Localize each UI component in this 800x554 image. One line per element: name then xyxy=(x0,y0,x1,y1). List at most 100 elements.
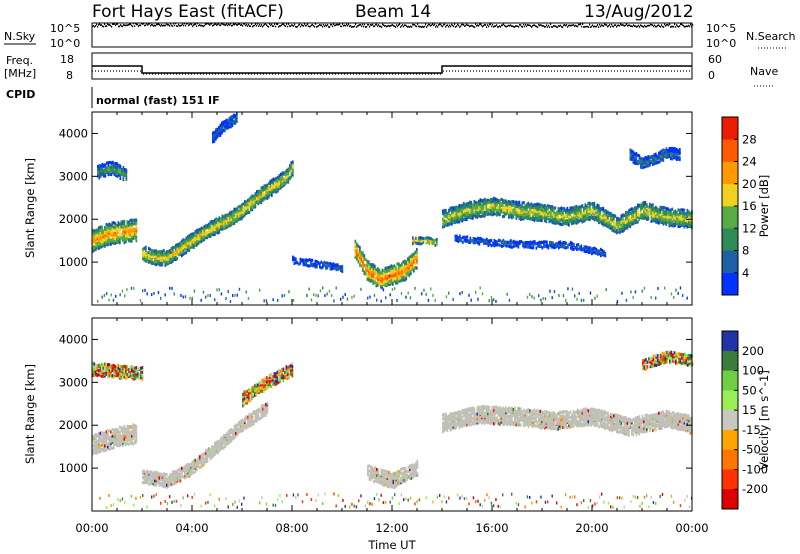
scatter-cell xyxy=(145,480,147,485)
scatter-cell xyxy=(157,471,159,475)
scatter-cell xyxy=(133,286,135,290)
nsky-sample xyxy=(672,25,674,28)
scatter-cell xyxy=(455,205,458,209)
scatter-cell xyxy=(575,211,578,215)
scatter-cell xyxy=(495,243,497,247)
scatter-cell xyxy=(157,478,159,482)
scatter-cell xyxy=(577,247,580,251)
scatter-cell xyxy=(132,222,135,226)
scatter-cell xyxy=(518,200,521,204)
scatter-cell xyxy=(112,163,114,167)
scatter-cell xyxy=(484,214,486,218)
scatter-cell xyxy=(187,235,189,239)
scatter-cell xyxy=(182,466,185,470)
scatter-cell xyxy=(572,206,575,210)
scatter-cell xyxy=(595,205,597,209)
scatter-cell xyxy=(470,298,472,302)
scatter-cell xyxy=(256,190,258,194)
scatter-cell xyxy=(128,433,130,437)
scatter-cell xyxy=(408,258,411,263)
scatter-cell xyxy=(193,463,195,467)
scatter-cell xyxy=(677,153,680,157)
nsky-sample xyxy=(264,23,266,26)
nsky-sample xyxy=(543,25,545,27)
scatter-cell xyxy=(202,458,204,462)
scatter-cell xyxy=(559,244,562,249)
scatter-cell xyxy=(161,484,164,488)
nsky-sample xyxy=(95,24,97,27)
scatter-cell xyxy=(374,268,376,272)
scatter-cell xyxy=(242,202,245,206)
nsky-sample xyxy=(683,24,685,27)
scatter-cell xyxy=(221,439,224,443)
scatter-cell xyxy=(160,472,162,476)
nsky-sample xyxy=(151,23,153,26)
scatter-cell xyxy=(576,297,578,301)
scatter-cell xyxy=(169,475,171,479)
scatter-cell xyxy=(208,453,210,457)
scatter-cell xyxy=(116,430,118,434)
scatter-cell xyxy=(505,199,507,203)
scatter-cell xyxy=(181,466,183,470)
scatter-cell xyxy=(107,429,109,433)
scatter-cell xyxy=(380,271,382,275)
scatter-cell xyxy=(286,174,288,178)
scatter-cell xyxy=(281,179,284,183)
scatter-cell xyxy=(149,248,152,252)
scatter-cell xyxy=(631,215,633,219)
scatter-cell xyxy=(634,290,637,294)
scatter-cell xyxy=(577,220,579,225)
scatter-cell xyxy=(242,214,245,219)
scatter-cell xyxy=(673,222,675,226)
scatter-cell xyxy=(122,225,124,229)
scatter-cell xyxy=(399,266,402,271)
nsky-sample xyxy=(253,24,255,27)
scatter-cell xyxy=(372,279,375,283)
scatter-cell xyxy=(448,213,450,217)
nsky-sample xyxy=(174,24,176,27)
nsky-sample xyxy=(121,25,123,27)
scatter-cell xyxy=(132,436,135,440)
scatter-cell xyxy=(510,245,512,249)
scatter-cell xyxy=(104,448,106,453)
scatter-cell xyxy=(531,241,533,245)
scatter-cell xyxy=(494,208,497,212)
scatter-cell xyxy=(652,203,654,207)
scatter-cell xyxy=(578,210,581,214)
scatter-cell xyxy=(545,219,548,224)
scatter-cell xyxy=(517,209,519,213)
nsky-sample xyxy=(293,25,295,27)
scatter-cell xyxy=(558,293,560,297)
scatter-cell xyxy=(104,238,106,242)
scatter-cell xyxy=(161,261,164,265)
scatter-cell xyxy=(178,475,180,479)
scatter-cell xyxy=(247,210,249,215)
scatter-cell xyxy=(472,213,474,217)
scatter-cell xyxy=(637,220,639,224)
scatter-cell xyxy=(251,204,254,208)
scatter-cell xyxy=(111,436,114,441)
scatter-cell xyxy=(496,240,499,244)
scatter-cell xyxy=(187,471,189,475)
scatter-cell xyxy=(649,210,651,214)
scatter-cell xyxy=(307,259,309,263)
scatter-cell xyxy=(542,211,545,215)
scatter-cell xyxy=(212,220,215,224)
scatter-cell xyxy=(529,206,531,210)
nsky-sample xyxy=(608,25,610,27)
scatter-cell xyxy=(227,119,229,123)
scatter-cell xyxy=(533,217,536,221)
scatter-cell xyxy=(644,216,647,220)
scatter-cell xyxy=(428,241,431,245)
scatter-cell xyxy=(571,241,574,246)
scatter-cell xyxy=(151,249,153,253)
scatter-cell xyxy=(596,207,599,211)
scatter-cell xyxy=(142,249,144,253)
scatter-cell xyxy=(286,168,288,172)
nsky-sample xyxy=(433,24,435,27)
scatter-cell xyxy=(462,235,464,240)
scatter-cell xyxy=(163,258,165,263)
scatter-cell xyxy=(634,158,636,163)
scatter-cell xyxy=(142,469,144,473)
scatter-cell xyxy=(151,258,153,262)
